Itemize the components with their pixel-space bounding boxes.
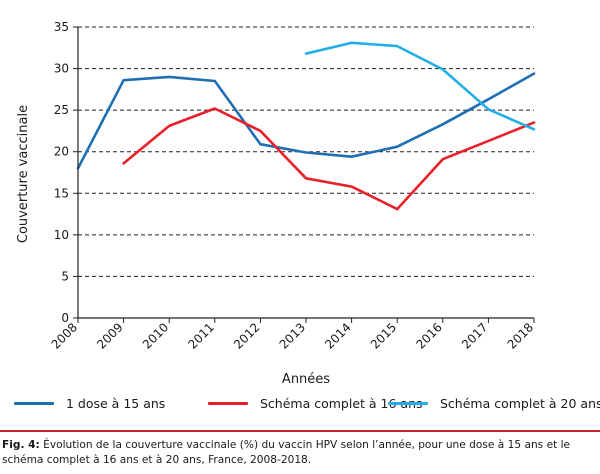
legend-item-schema-16: Schéma complet à 16 ans bbox=[208, 392, 423, 414]
x-tick-label-2014: 2014 bbox=[322, 320, 353, 351]
x-tick-label-2012: 2012 bbox=[231, 320, 262, 351]
x-tick-label-2016: 2016 bbox=[413, 320, 444, 351]
legend-swatch-schema-16 bbox=[208, 401, 248, 405]
y-tick-label-30: 30 bbox=[54, 62, 69, 76]
y-axis-label: Couverture vaccinale bbox=[16, 105, 31, 243]
series-line-2 bbox=[122, 107, 536, 211]
legend-label-schema-16: Schéma complet à 16 ans bbox=[260, 395, 423, 411]
x-axis-label: Années bbox=[282, 372, 330, 387]
series-line-3 bbox=[304, 41, 536, 131]
series-lines bbox=[76, 41, 536, 211]
x-tick-labels: 2008 2009 2010 2011 2012 2013 2014 2015 2016 2017… bbox=[49, 320, 536, 351]
x-tick-label-2015: 2015 bbox=[368, 320, 399, 351]
y-tick-label-15: 15 bbox=[54, 186, 69, 200]
series-line-1 bbox=[76, 72, 536, 170]
y-tick-label-20: 20 bbox=[54, 145, 69, 159]
axes bbox=[73, 26, 535, 323]
figure-caption: Fig. 4: Évolution de la couverture vacci… bbox=[2, 438, 596, 468]
legend-swatch-schema-20 bbox=[388, 401, 428, 405]
y-tick-labels: 0 5 10 15 20 25 30 35 bbox=[54, 20, 69, 325]
y-tick-label-10: 10 bbox=[54, 228, 69, 242]
y-tick-label-35: 35 bbox=[54, 20, 69, 34]
y-tick-label-5: 5 bbox=[61, 269, 69, 283]
x-tick-label-2018: 2018 bbox=[505, 320, 536, 351]
y-tick-label-25: 25 bbox=[54, 103, 69, 117]
x-tick-label-2008: 2008 bbox=[49, 320, 80, 351]
caption-text: Évolution de la couverture vaccinale (%)… bbox=[2, 439, 571, 466]
x-tick-label-2010: 2010 bbox=[140, 320, 171, 351]
caption-label: Fig. 4: bbox=[2, 439, 40, 451]
legend-swatch-1-dose-15 bbox=[14, 401, 54, 405]
legend-label-1-dose-15: 1 dose à 15 ans bbox=[66, 395, 166, 411]
x-tick-label-2017: 2017 bbox=[459, 320, 490, 351]
y-tick-label-0: 0 bbox=[61, 311, 69, 325]
x-tick-label-2011: 2011 bbox=[185, 320, 216, 351]
legend: 1 dose à 15 ans Schéma complet à 16 ans … bbox=[14, 392, 600, 414]
x-tick-label-2013: 2013 bbox=[277, 320, 308, 351]
caption-divider bbox=[0, 430, 600, 432]
legend-item-schema-20: Schéma complet à 20 ans bbox=[388, 392, 600, 414]
legend-item-1-dose-15: 1 dose à 15 ans bbox=[14, 392, 165, 414]
x-tick-label-2009: 2009 bbox=[94, 320, 125, 351]
legend-label-schema-20: Schéma complet à 20 ans bbox=[440, 395, 600, 411]
